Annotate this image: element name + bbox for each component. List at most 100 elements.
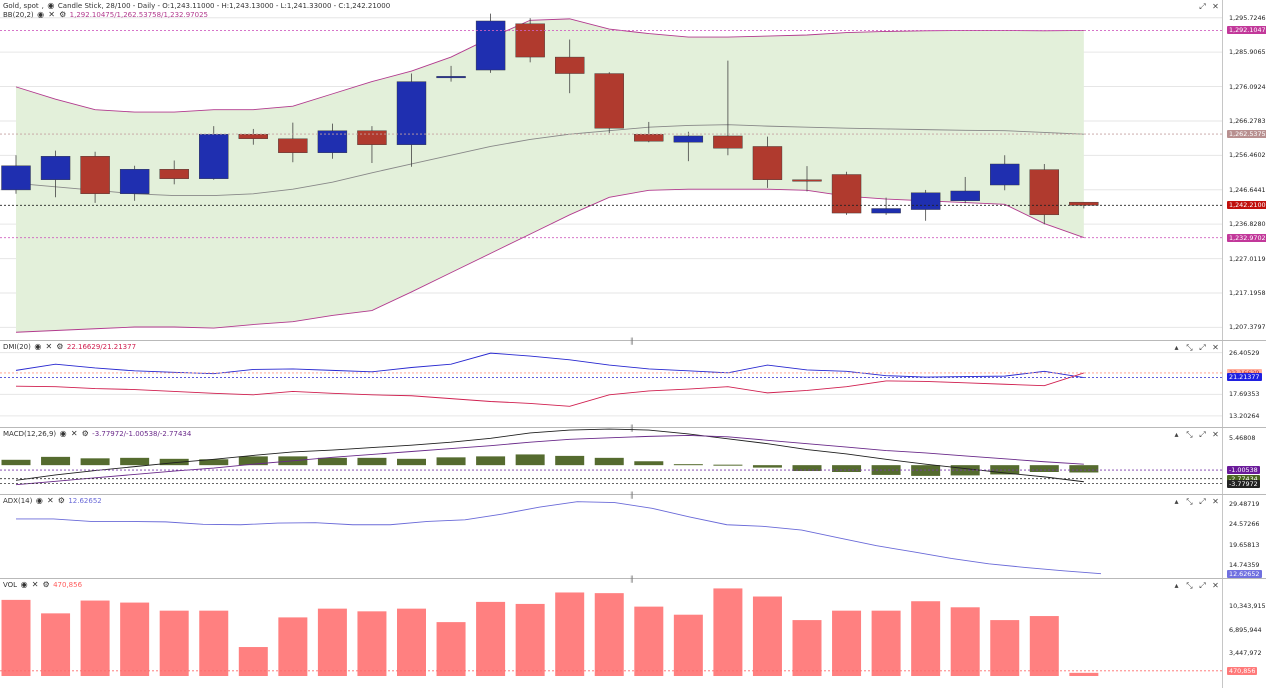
volume-bar xyxy=(317,608,347,676)
candle-body xyxy=(436,76,466,79)
resize-grip-icon[interactable]: ‖ xyxy=(630,491,634,499)
volume-bar xyxy=(634,606,664,676)
volume-bar xyxy=(80,600,110,676)
volume-bar xyxy=(397,608,426,676)
macd-label: MACD(12,26,9) xyxy=(3,430,57,438)
macd-histogram-bar xyxy=(159,458,189,466)
close-pane-icon[interactable]: ✕ xyxy=(1212,2,1219,11)
y-tick-label: 6,895,944 xyxy=(1229,625,1262,634)
y-tick-label: 26.40529 xyxy=(1229,348,1260,357)
close-icon[interactable]: ✕ xyxy=(45,342,53,351)
volume-bar xyxy=(990,620,1020,676)
macd-histogram-bar xyxy=(80,458,110,466)
eye-icon[interactable]: ◉ xyxy=(59,429,67,438)
eye-icon[interactable]: ◉ xyxy=(37,10,45,19)
y-tick-label: 13.20264 xyxy=(1229,411,1260,420)
eye-icon[interactable]: ◉ xyxy=(20,580,28,589)
maximize-icon[interactable]: ⤢ xyxy=(1199,343,1206,352)
value-tag: 21.21377 xyxy=(1227,373,1262,382)
candle-body xyxy=(1069,201,1099,206)
y-tick-label: 1,276.09241 xyxy=(1229,82,1266,91)
maximize-icon[interactable]: ⤢ xyxy=(1199,497,1206,506)
y-tick-label: 1,256.46021 xyxy=(1229,151,1266,160)
move-up-icon[interactable]: ▴ xyxy=(1174,581,1179,590)
maximize-icon[interactable]: ⤢ xyxy=(1199,430,1206,439)
volume-bar xyxy=(41,613,71,676)
candle-body xyxy=(199,133,229,179)
volume-bar xyxy=(278,617,308,676)
close-icon[interactable]: ✕ xyxy=(31,580,39,589)
volume-axis[interactable]: 10,343,915 6,895,944 3,447,972 470,856 xyxy=(1222,579,1266,688)
maximize-icon[interactable]: ⤢ xyxy=(1199,2,1206,11)
close-icon[interactable]: ✕ xyxy=(46,496,54,505)
price-pane[interactable]: Gold, spot, ◉ Candle Stick, 28/100 - Dai… xyxy=(0,0,1266,341)
bb-header: BB(20,2) ◉ ✕ ⚙ 1,292.10475/1,262.53758/1… xyxy=(3,10,208,20)
macd-histogram-bar xyxy=(1029,465,1059,472)
vol-controls: ▴ ⤡ ⤢ ✕ xyxy=(1172,581,1220,590)
gear-icon[interactable]: ⚙ xyxy=(59,10,67,19)
eye-icon[interactable]: ◉ xyxy=(34,342,42,351)
volume-bar xyxy=(752,596,782,676)
macd-histogram-bar xyxy=(476,456,506,466)
adx-chart[interactable] xyxy=(0,495,1222,579)
adx-pane[interactable]: ADX(14) ◉ ✕ ⚙ 12.62652 ▴ ⤡ ⤢ ✕ 29.48719 2… xyxy=(0,495,1266,579)
move-up-icon[interactable]: ▴ xyxy=(1174,497,1179,506)
volume-bar xyxy=(673,614,703,676)
candle-body xyxy=(1,165,31,191)
close-icon[interactable]: ✕ xyxy=(70,429,78,438)
volume-bar xyxy=(832,610,862,676)
macd-histogram-bar xyxy=(713,464,743,466)
macd-chart[interactable] xyxy=(0,428,1222,495)
resize-grip-icon[interactable]: ‖ xyxy=(630,575,634,583)
volume-pane[interactable]: VOL ◉ ✕ ⚙ 470,856 ▴ ⤡ ⤢ ✕ 10,343,915 6,89… xyxy=(0,579,1266,688)
eye-icon[interactable]: ◉ xyxy=(35,496,43,505)
minimize-icon[interactable]: ⤡ xyxy=(1186,430,1193,439)
adx-axis[interactable]: 29.48719 24.57266 19.65813 14.74359 12.62652 xyxy=(1222,495,1266,578)
value-tag: 470,856 xyxy=(1227,666,1258,675)
dmi-axis[interactable]: 26.40529 17.69353 13.20264 22.1662921.21377 xyxy=(1222,341,1266,427)
macd-histogram-bar xyxy=(792,465,822,472)
dmi-label: DMI(20) xyxy=(3,343,31,351)
close-pane-icon[interactable]: ✕ xyxy=(1212,497,1219,506)
y-tick-label: 3,447,972 xyxy=(1229,648,1262,657)
close-pane-icon[interactable]: ✕ xyxy=(1212,581,1219,590)
macd-controls: ▴ ⤡ ⤢ ✕ xyxy=(1172,430,1220,439)
minimize-icon[interactable]: ⤡ xyxy=(1186,343,1193,352)
macd-histogram-bar xyxy=(634,461,664,466)
bb-middle-line xyxy=(15,124,1084,196)
minimize-icon[interactable]: ⤡ xyxy=(1186,497,1193,506)
maximize-icon[interactable]: ⤢ xyxy=(1199,581,1206,590)
close-pane-icon[interactable]: ✕ xyxy=(1212,430,1219,439)
close-pane-icon[interactable]: ✕ xyxy=(1212,343,1219,352)
volume-bar xyxy=(555,592,585,676)
volume-chart[interactable] xyxy=(0,579,1222,688)
macd-axis[interactable]: 5.46808 -1.00538-2.77434-3.77972 xyxy=(1222,428,1266,494)
dmi-pane[interactable]: DMI(20) ◉ ✕ ⚙ 22.16629/21.21377 ▴ ⤡ ⤢ ✕ … xyxy=(0,341,1266,428)
gear-icon[interactable]: ⚙ xyxy=(57,496,65,505)
price-axis[interactable]: 1,295.72460 1,285.90650 1,276.09241 1,266.2… xyxy=(1222,0,1266,340)
macd-signal-line xyxy=(15,434,1084,486)
move-up-icon[interactable]: ▴ xyxy=(1174,430,1179,439)
minimize-icon[interactable]: ⤡ xyxy=(1186,581,1193,590)
gear-icon[interactable]: ⚙ xyxy=(81,429,89,438)
vol-header: VOL ◉ ✕ ⚙ 470,856 xyxy=(3,580,82,590)
move-up-icon[interactable]: ▴ xyxy=(1174,343,1179,352)
resize-grip-icon[interactable]: ‖ xyxy=(630,424,634,432)
y-tick-label: 1,207.37974 xyxy=(1229,323,1266,332)
candle-body xyxy=(475,20,506,71)
close-icon[interactable]: ✕ xyxy=(48,10,55,19)
vol-label: VOL xyxy=(3,581,18,589)
y-tick-label: 10,343,915 xyxy=(1229,602,1266,611)
gear-icon[interactable]: ⚙ xyxy=(42,580,50,589)
volume-bar xyxy=(357,611,387,676)
macd-histogram-bar xyxy=(555,455,585,466)
dmi-header: DMI(20) ◉ ✕ ⚙ 22.16629/21.21377 xyxy=(3,342,136,352)
macd-histogram-bar xyxy=(673,464,703,466)
dmi-chart[interactable] xyxy=(0,341,1222,428)
macd-pane[interactable]: MACD(12,26,9) ◉ ✕ ⚙ -3.77972/-1.00538/-2… xyxy=(0,428,1266,495)
y-tick-label: 24.57266 xyxy=(1229,520,1260,529)
eye-icon[interactable]: ◉ xyxy=(47,1,55,10)
price-chart[interactable] xyxy=(0,0,1222,341)
gear-icon[interactable]: ⚙ xyxy=(56,342,64,351)
resize-grip-icon[interactable]: ‖ xyxy=(630,337,634,345)
